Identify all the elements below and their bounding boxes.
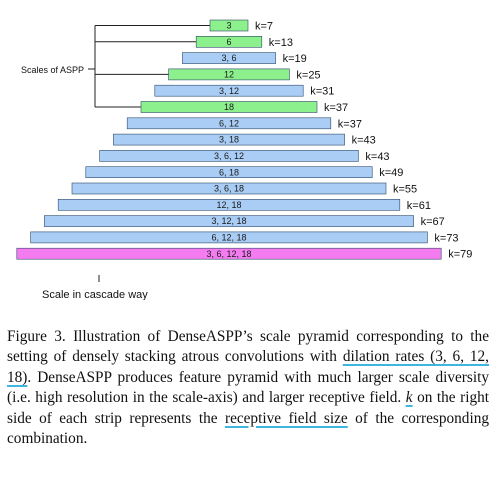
strip-bar — [126, 117, 332, 130]
caption-k-symbol: k — [405, 389, 413, 407]
strip-k-label: k=7 — [255, 21, 273, 33]
strip-11: 3, 6, 18 k=55 — [71, 182, 417, 196]
strip-k-label: k=49 — [379, 167, 403, 179]
strip-bar — [154, 84, 304, 97]
strip-k-label: k=79 — [448, 249, 472, 261]
strip-bar — [140, 101, 318, 113]
strip-9: 3, 6, 12 k=43 — [99, 150, 390, 163]
strip-4: 12 k=25 — [168, 68, 321, 81]
strip-bar — [195, 35, 263, 48]
caption-part2: . DenseASPP produces feature pyramid wit… — [7, 368, 489, 407]
aspp-scales-bracket — [88, 25, 210, 108]
caption-part4: of the corresponding combina­tion. — [7, 409, 489, 448]
strip-dilation-label: 3, 6, 12 — [214, 151, 244, 161]
strip-k-label: k=37 — [324, 102, 348, 114]
strip-bar — [30, 231, 428, 244]
strip-k-label: k=43 — [365, 151, 389, 163]
caption-part1: Figure 3. Illustration of DenseASPP’s sc… — [7, 328, 489, 366]
strip-k-label: k=55 — [393, 184, 417, 196]
strip-k-label: k=25 — [296, 69, 320, 81]
strip-k-label: k=73 — [434, 232, 458, 244]
strip-14: 6, 12, 18 k=73 — [30, 231, 459, 244]
strip-bar — [209, 19, 249, 32]
strip-dilation-label: 6, 12, 18 — [211, 233, 246, 243]
strip-k-label: k=67 — [421, 216, 445, 228]
strip-dilation-label: 6, 18 — [219, 167, 239, 177]
strip-bar — [168, 68, 290, 81]
strip-bar — [113, 133, 345, 146]
strip-k-label: k=31 — [310, 86, 334, 98]
strip-k-label: k=37 — [338, 118, 362, 130]
strip-8: 3, 18 k=43 — [113, 133, 376, 147]
strip-bar — [44, 215, 414, 227]
strip-13: 3, 12, 18 k=67 — [44, 215, 445, 228]
strip-bar — [16, 247, 442, 260]
scale-in-cascade-label: Scale in cascade way — [42, 289, 148, 300]
strip-dilation-label: 3, 6 — [221, 53, 236, 63]
strip-1: 3 k=7 — [209, 19, 273, 33]
strip-dilation-label: 12 — [224, 70, 234, 80]
strip-7: 6, 12 k=37 — [126, 117, 362, 130]
strip-6: 18 k=37 — [140, 101, 348, 114]
strip-bar — [182, 52, 276, 64]
scales-of-aspp-label: Scales of ASPP — [21, 65, 84, 75]
strip-bar — [85, 166, 373, 178]
strip-dilation-label: 3, 12, 18 — [211, 216, 246, 226]
caption-part3: on the right side of each strip represen… — [7, 389, 489, 427]
strip-dilation-label: 18 — [224, 102, 234, 112]
strip-dilation-label: 12, 18 — [216, 200, 241, 210]
caption-dilation-rates: di­lation rates (3, 6, 12, 18) — [7, 348, 489, 386]
strip-dilation-label: 6, 12 — [219, 118, 239, 128]
strip-dilation-label: 3, 6, 18 — [214, 184, 244, 194]
strip-2: 6 k=13 — [195, 35, 293, 49]
scale-pyramid-diagram: Scales of ASPP 3 k=7 6 k=13 3, 6 k=19 12 k=25 3,… — [16, 19, 472, 300]
strip-dilation-label: 3, 6, 12, 18 — [206, 249, 251, 259]
strip-dilation-label: 6 — [226, 37, 231, 47]
strip-dilation-label: 3, 18 — [219, 135, 239, 145]
caption-receptive-field-size: receptive field size — [224, 409, 348, 427]
strip-bar — [57, 199, 401, 211]
figure-caption: Figure 3. Illustration of DenseASPP’s sc… — [7, 327, 489, 449]
strip-dilation-label: 3 — [226, 21, 231, 31]
strip-10: 6, 18 k=49 — [85, 166, 403, 179]
strip-5: 3, 12 k=31 — [154, 84, 334, 98]
strip-3: 3, 6 k=19 — [182, 52, 307, 65]
strip-bar — [99, 150, 359, 162]
strip-k-label: k=43 — [352, 135, 376, 147]
strip-15: 3, 6, 12, 18 k=79 — [16, 247, 472, 261]
strip-bar — [71, 182, 387, 195]
strip-dilation-label: 3, 12 — [219, 86, 239, 96]
strip-k-label: k=19 — [283, 53, 307, 65]
strip-k-label: k=13 — [269, 37, 293, 49]
strip-12: 12, 18 k=61 — [57, 199, 431, 212]
strip-k-label: k=61 — [407, 200, 431, 212]
